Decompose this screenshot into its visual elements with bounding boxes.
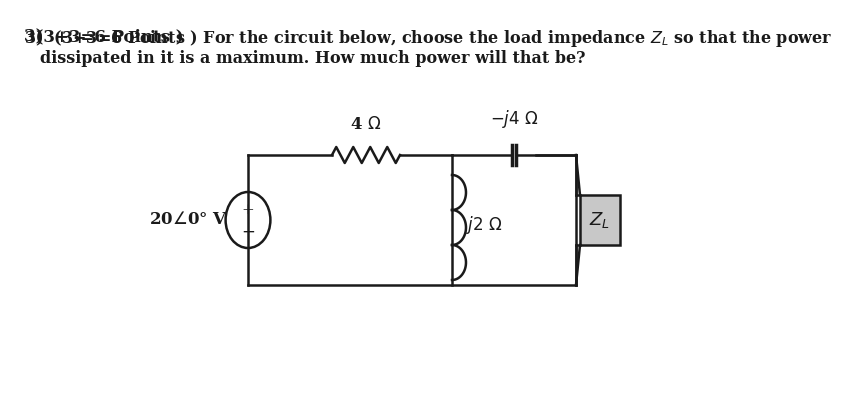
Text: (3+3=6 Points ): (3+3=6 Points ): [24, 28, 183, 45]
Bar: [579, 195, 619, 245]
Text: −: −: [241, 224, 255, 240]
Text: dissipated in it is a maximum. How much power will that be?: dissipated in it is a maximum. How much …: [40, 50, 584, 67]
Text: 3)  (3+3=6 Points ) For the circuit below, choose the load impedance $Z_L$ so th: 3) (3+3=6 Points ) For the circuit below…: [24, 28, 832, 49]
Text: +: +: [241, 203, 254, 217]
Text: $j2\ \Omega$: $j2\ \Omega$: [466, 214, 503, 236]
Text: 20$\angle$0° V: 20$\angle$0° V: [148, 211, 227, 228]
Text: 4 $\Omega$: 4 $\Omega$: [350, 116, 382, 133]
Text: $-j4\ \Omega$: $-j4\ \Omega$: [489, 108, 538, 130]
Text: $Z_L$: $Z_L$: [589, 210, 610, 230]
Text: 3): 3): [24, 28, 55, 45]
